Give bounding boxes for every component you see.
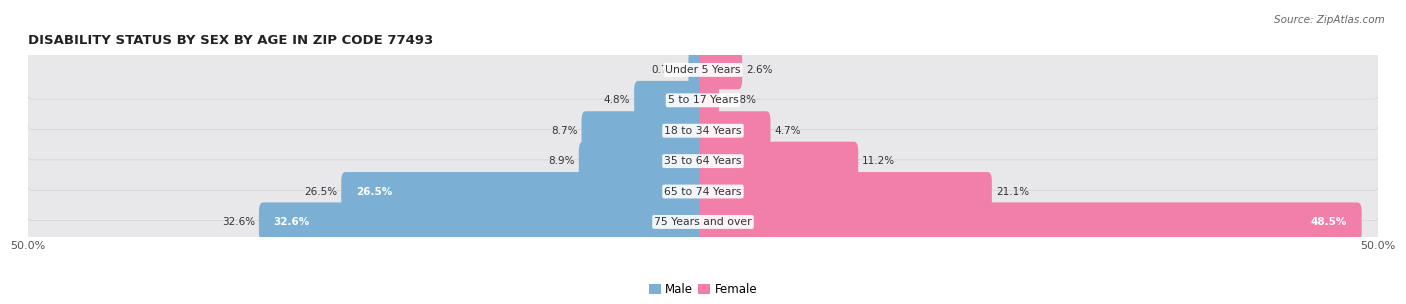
FancyBboxPatch shape	[699, 172, 991, 211]
FancyBboxPatch shape	[25, 132, 1381, 190]
Text: 8.7%: 8.7%	[551, 126, 578, 136]
FancyBboxPatch shape	[689, 50, 707, 89]
Text: 5 to 17 Years: 5 to 17 Years	[668, 95, 738, 105]
Text: 26.5%: 26.5%	[304, 187, 337, 196]
Text: 35 to 64 Years: 35 to 64 Years	[664, 156, 742, 166]
Text: 4.7%: 4.7%	[775, 126, 801, 136]
Text: 0.88%: 0.88%	[723, 95, 756, 105]
FancyBboxPatch shape	[25, 162, 1381, 221]
FancyBboxPatch shape	[699, 202, 1361, 241]
Text: 32.6%: 32.6%	[222, 217, 254, 227]
Legend: Male, Female: Male, Female	[644, 278, 762, 301]
Text: Source: ZipAtlas.com: Source: ZipAtlas.com	[1274, 15, 1385, 25]
FancyBboxPatch shape	[634, 81, 707, 120]
Text: Under 5 Years: Under 5 Years	[665, 65, 741, 75]
Text: 75 Years and over: 75 Years and over	[654, 217, 752, 227]
Text: 11.2%: 11.2%	[862, 156, 896, 166]
Text: DISABILITY STATUS BY SEX BY AGE IN ZIP CODE 77493: DISABILITY STATUS BY SEX BY AGE IN ZIP C…	[28, 34, 433, 47]
FancyBboxPatch shape	[25, 102, 1381, 160]
FancyBboxPatch shape	[25, 41, 1381, 99]
FancyBboxPatch shape	[25, 193, 1381, 251]
FancyBboxPatch shape	[579, 142, 707, 181]
FancyBboxPatch shape	[699, 50, 742, 89]
Text: 26.5%: 26.5%	[356, 187, 392, 196]
Text: 0.78%: 0.78%	[651, 65, 685, 75]
FancyBboxPatch shape	[259, 202, 707, 241]
Text: 4.8%: 4.8%	[603, 95, 630, 105]
Text: 65 to 74 Years: 65 to 74 Years	[664, 187, 742, 196]
Text: 32.6%: 32.6%	[274, 217, 311, 227]
Text: 48.5%: 48.5%	[1310, 217, 1347, 227]
Text: 18 to 34 Years: 18 to 34 Years	[664, 126, 742, 136]
Text: 2.6%: 2.6%	[747, 65, 773, 75]
FancyBboxPatch shape	[582, 111, 707, 150]
Text: 21.1%: 21.1%	[995, 187, 1029, 196]
FancyBboxPatch shape	[699, 142, 858, 181]
FancyBboxPatch shape	[25, 71, 1381, 130]
FancyBboxPatch shape	[342, 172, 707, 211]
Text: 8.9%: 8.9%	[548, 156, 575, 166]
FancyBboxPatch shape	[699, 81, 718, 120]
FancyBboxPatch shape	[699, 111, 770, 150]
